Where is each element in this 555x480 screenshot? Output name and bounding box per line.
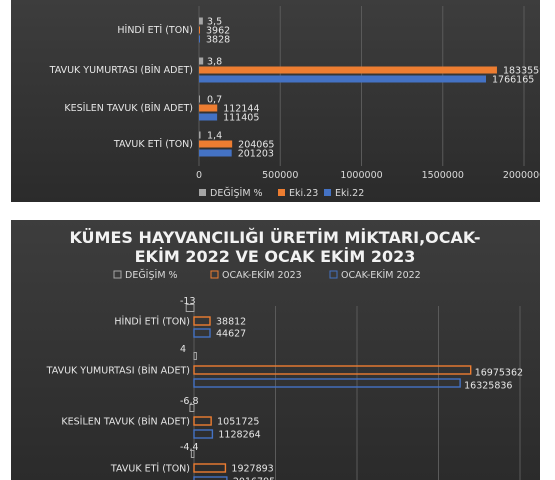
bar-eki22 xyxy=(199,35,200,43)
x-tick-label: 1000000 xyxy=(340,170,382,181)
bar-change xyxy=(199,57,204,65)
bar-change xyxy=(199,131,201,139)
category-label: HİNDİ ETİ (TON) xyxy=(114,317,190,328)
bar-change xyxy=(185,304,195,312)
chart-title-line-2: EKİM 2022 VE OCAK EKİM 2023 xyxy=(135,247,416,266)
legend-entry: Eki.23 xyxy=(289,188,318,199)
data-label-eki22: 201203 xyxy=(238,149,274,160)
data-label-change: 0,7 xyxy=(207,95,222,106)
bar-change xyxy=(199,17,203,25)
data-label-change: 3,5 xyxy=(207,17,222,28)
bar-eki23 xyxy=(199,26,200,34)
bar-2023 xyxy=(193,463,227,473)
legend-swatch xyxy=(329,270,338,279)
bar-2023 xyxy=(193,365,472,375)
data-label-2023: 16975362 xyxy=(475,368,523,379)
data-label-change: -4,4 xyxy=(180,442,199,453)
bar-2023 xyxy=(193,416,212,426)
category-label: TAVUK ETİ (TON) xyxy=(113,139,193,150)
data-label-eki22: 111405 xyxy=(223,113,259,124)
legend-entry: DEĞİŞİM % xyxy=(210,187,263,199)
legend-entry: DEĞİŞİM % xyxy=(125,269,178,281)
legend-swatch xyxy=(324,189,331,196)
legend-entry: OCAK-EKİM 2022 xyxy=(341,270,421,281)
x-tick-label: 1500000 xyxy=(422,170,464,181)
data-label-change: 3,8 xyxy=(207,57,222,68)
bar-change xyxy=(189,404,195,412)
chart-title-line-1: KÜMES HAYVANCILIĞI ÜRETİM MİKTARI,OCAK- xyxy=(69,228,480,247)
data-label-eki22: 3828 xyxy=(206,35,230,46)
data-label-2022: 2016795 xyxy=(233,477,275,480)
legend-swatch xyxy=(113,270,122,279)
data-label-eki23: 1833559 xyxy=(503,66,540,77)
data-label-2023: 38812 xyxy=(216,317,246,328)
bar-2022 xyxy=(193,429,214,439)
x-tick-label: 500000 xyxy=(262,170,298,181)
data-label-eki23: 204065 xyxy=(238,140,274,151)
category-label: KESİLEN TAVUK (BİN ADET) xyxy=(64,103,193,114)
data-label-2022: 1128264 xyxy=(218,430,260,441)
bar-eki22 xyxy=(199,113,218,121)
legend-swatch xyxy=(278,189,285,196)
category-label: HİNDİ ETİ (TON) xyxy=(117,25,193,36)
bar-2022 xyxy=(193,476,228,480)
legend-entry: Eki.22 xyxy=(335,188,364,199)
chart-panel-bottom: KÜMES HAYVANCILIĞI ÜRETİM MİKTARI,OCAK- E… xyxy=(11,220,540,480)
data-label-2022: 44627 xyxy=(216,329,246,340)
bar-2022 xyxy=(193,378,461,388)
bar-eki22 xyxy=(199,149,232,157)
bar-eki23 xyxy=(199,104,218,112)
legend-entry: OCAK-EKİM 2023 xyxy=(222,270,302,281)
bar-2023 xyxy=(193,316,211,326)
legend-swatch xyxy=(210,270,219,279)
bar-eki22 xyxy=(199,75,487,83)
bar-2022 xyxy=(193,328,211,338)
data-label-change: -13 xyxy=(180,296,196,307)
x-tick-label: 2000000 xyxy=(503,170,540,181)
category-label: TAVUK ETİ (TON) xyxy=(110,464,190,475)
x-tick-label: 0 xyxy=(196,170,202,181)
data-label-change: -6,8 xyxy=(180,396,199,407)
data-label-2023: 1051725 xyxy=(217,417,259,428)
chart-bottom-svg: KÜMES HAYVANCILIĞI ÜRETİM MİKTARI,OCAK-E… xyxy=(46,228,523,480)
data-label-eki23: 3962 xyxy=(206,26,230,37)
chart-panel-top: 0 500000 1000000 1500000 2000000 HİNDİ ETİ (T… xyxy=(11,0,540,202)
data-label-change: 1,4 xyxy=(207,131,222,142)
data-label-eki23: 112144 xyxy=(223,104,259,115)
bar-eki23 xyxy=(199,66,497,74)
category-label: TAVUK YUMURTASI (BİN ADET) xyxy=(49,65,193,76)
bar-change xyxy=(190,450,195,458)
legend-swatch xyxy=(199,189,206,196)
bar-change xyxy=(199,95,200,103)
category-label: KESİLEN TAVUK (BİN ADET) xyxy=(61,417,190,428)
category-label: TAVUK YUMURTASI (BİN ADET) xyxy=(46,366,190,377)
bar-eki23 xyxy=(199,140,233,148)
bar-change xyxy=(193,352,197,360)
data-label-2023: 1927893 xyxy=(231,464,273,475)
chart-top-svg: 0 500000 1000000 1500000 2000000 HİNDİ ETİ (T… xyxy=(49,6,540,199)
data-label-eki22: 1766165 xyxy=(492,75,534,86)
data-label-2022: 16325836 xyxy=(464,381,512,392)
data-label-change: 4 xyxy=(180,344,186,355)
